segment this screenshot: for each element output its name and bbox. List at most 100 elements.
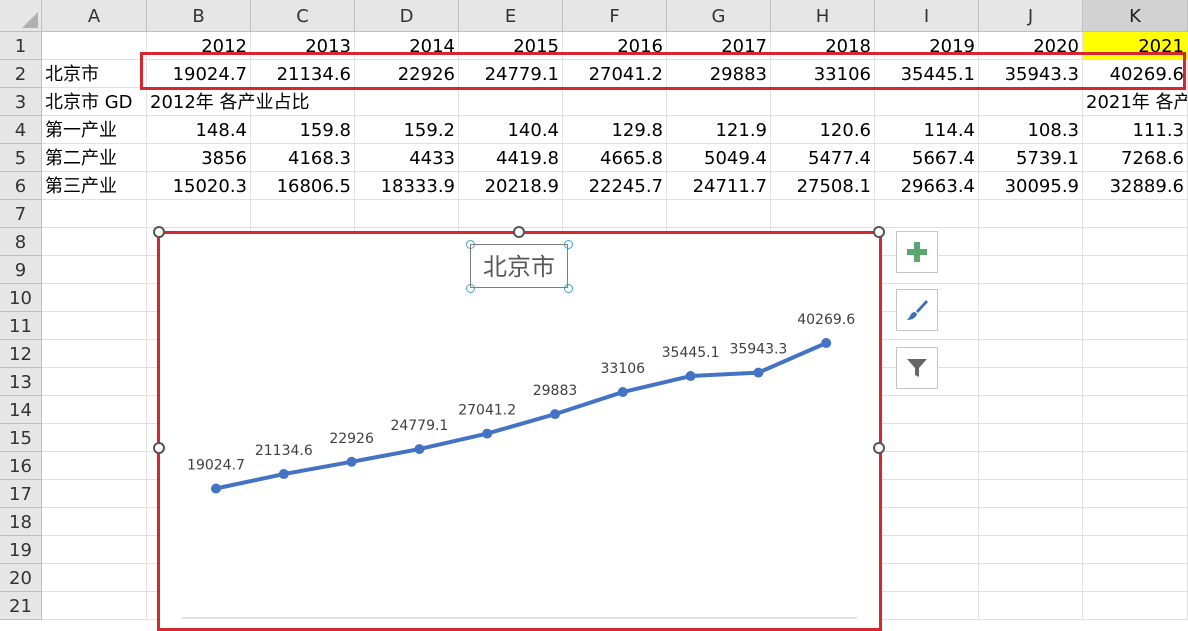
data-point-2021[interactable] <box>821 338 832 348</box>
series-line[interactable] <box>215 341 828 491</box>
cell-j13[interactable] <box>979 368 1083 396</box>
cell-i19[interactable] <box>875 536 979 564</box>
cell-j17[interactable] <box>979 480 1083 508</box>
row-header-15[interactable]: 15 <box>0 424 42 452</box>
data-point-2018[interactable] <box>617 387 628 398</box>
cell-j14[interactable] <box>979 396 1083 424</box>
cell-e5[interactable]: 4419.8 <box>459 144 563 172</box>
cell-k2[interactable]: 40269.6 <box>1083 60 1188 88</box>
cell-i13[interactable] <box>875 368 979 396</box>
cell-g3[interactable] <box>667 88 771 116</box>
cell-h3[interactable] <box>771 88 875 116</box>
cell-a21[interactable] <box>42 592 147 620</box>
cell-k11[interactable] <box>1083 312 1188 340</box>
row-header-2[interactable]: 2 <box>0 60 42 88</box>
cell-i14[interactable] <box>875 396 979 424</box>
cell-c5[interactable]: 4168.3 <box>251 144 355 172</box>
cell-h7[interactable] <box>771 200 875 228</box>
cell-k13[interactable] <box>1083 368 1188 396</box>
row-header-10[interactable]: 10 <box>0 284 42 312</box>
cell-g6[interactable]: 24711.7 <box>667 172 771 200</box>
cell-i2[interactable]: 35445.1 <box>875 60 979 88</box>
data-point-2013[interactable] <box>278 469 289 480</box>
cell-d7[interactable] <box>355 200 459 228</box>
row-header-16[interactable]: 16 <box>0 452 42 480</box>
row-header-5[interactable]: 5 <box>0 144 42 172</box>
cell-f2[interactable]: 27041.2 <box>563 60 667 88</box>
cell-i20[interactable] <box>875 564 979 592</box>
cell-h2[interactable]: 33106 <box>771 60 875 88</box>
cell-year-i1[interactable]: 2019 <box>875 32 979 60</box>
cell-a3[interactable]: 北京市 GD <box>42 88 147 116</box>
cell-a13[interactable] <box>42 368 147 396</box>
cell-d6[interactable]: 18333.9 <box>355 172 459 200</box>
row-header-19[interactable]: 19 <box>0 536 42 564</box>
line-chart[interactable]: 19024.7 21134.6 22926 24779.1 27041.2 29883 33… <box>157 231 882 631</box>
cell-a4-label[interactable]: 第一产业 <box>42 116 147 144</box>
cell-a17[interactable] <box>42 480 147 508</box>
cell-k3[interactable]: 2021年 各产 <box>1083 88 1188 116</box>
cell-k17[interactable] <box>1083 480 1188 508</box>
cell-f7[interactable] <box>563 200 667 228</box>
cell-i15[interactable] <box>875 424 979 452</box>
cell-a1[interactable] <box>42 32 147 60</box>
data-point-2017[interactable] <box>550 409 560 420</box>
cell-year-e1[interactable]: 2015 <box>459 32 563 60</box>
column-header-k[interactable]: K <box>1083 0 1188 32</box>
cell-j21[interactable] <box>979 592 1083 620</box>
cell-i3[interactable] <box>875 88 979 116</box>
row-header-17[interactable]: 17 <box>0 480 42 508</box>
column-header-b[interactable]: B <box>147 0 251 32</box>
cell-j12[interactable] <box>979 340 1083 368</box>
cell-i9[interactable] <box>875 256 979 284</box>
cell-b5[interactable]: 3856 <box>147 144 251 172</box>
cell-c7[interactable] <box>251 200 355 228</box>
cell-a19[interactable] <box>42 536 147 564</box>
cell-h6[interactable]: 27508.1 <box>771 172 875 200</box>
chart-handle-middle-left[interactable] <box>153 442 165 454</box>
select-all-corner[interactable] <box>0 0 42 32</box>
cell-j11[interactable] <box>979 312 1083 340</box>
cell-a11[interactable] <box>42 312 147 340</box>
cell-k10[interactable] <box>1083 284 1188 312</box>
data-point-2016[interactable] <box>482 428 493 439</box>
cell-i4[interactable]: 114.4 <box>875 116 979 144</box>
column-header-h[interactable]: H <box>771 0 875 32</box>
chart-title[interactable]: 北京市 <box>470 244 568 288</box>
cell-f5[interactable]: 4665.8 <box>563 144 667 172</box>
chart-styles-button[interactable] <box>896 289 938 331</box>
cell-j5[interactable]: 5739.1 <box>979 144 1083 172</box>
cell-a6-label[interactable]: 第三产业 <box>42 172 147 200</box>
cell-year-h1[interactable]: 2018 <box>771 32 875 60</box>
cell-k19[interactable] <box>1083 536 1188 564</box>
cell-h4[interactable]: 120.6 <box>771 116 875 144</box>
cell-g2[interactable]: 29883 <box>667 60 771 88</box>
cell-e6[interactable]: 20218.9 <box>459 172 563 200</box>
cell-f6[interactable]: 22245.7 <box>563 172 667 200</box>
cell-year-c1[interactable]: 2013 <box>251 32 355 60</box>
cell-a18[interactable] <box>42 508 147 536</box>
cell-i21[interactable] <box>875 592 979 620</box>
cell-f4[interactable]: 129.8 <box>563 116 667 144</box>
cell-a10[interactable] <box>42 284 147 312</box>
chart-handle-middle-right[interactable] <box>873 442 885 454</box>
data-point-2012[interactable] <box>211 483 221 494</box>
cell-k7[interactable] <box>1083 200 1188 228</box>
cell-c6[interactable]: 16806.5 <box>251 172 355 200</box>
cell-e2[interactable]: 24779.1 <box>459 60 563 88</box>
cell-a15[interactable] <box>42 424 147 452</box>
chart-handle-top-middle[interactable] <box>513 226 525 238</box>
cell-k12[interactable] <box>1083 340 1188 368</box>
row-header-12[interactable]: 12 <box>0 340 42 368</box>
cell-year-k1[interactable]: 2021 <box>1083 32 1188 60</box>
row-header-13[interactable]: 13 <box>0 368 42 396</box>
cell-year-j1[interactable]: 2020 <box>979 32 1083 60</box>
row-header-1[interactable]: 1 <box>0 32 42 60</box>
cell-g4[interactable]: 121.9 <box>667 116 771 144</box>
row-header-21[interactable]: 21 <box>0 592 42 620</box>
cell-i16[interactable] <box>875 452 979 480</box>
cell-i5[interactable]: 5667.4 <box>875 144 979 172</box>
cell-c2[interactable]: 21134.6 <box>251 60 355 88</box>
cell-g5[interactable]: 5049.4 <box>667 144 771 172</box>
column-header-e[interactable]: E <box>459 0 563 32</box>
